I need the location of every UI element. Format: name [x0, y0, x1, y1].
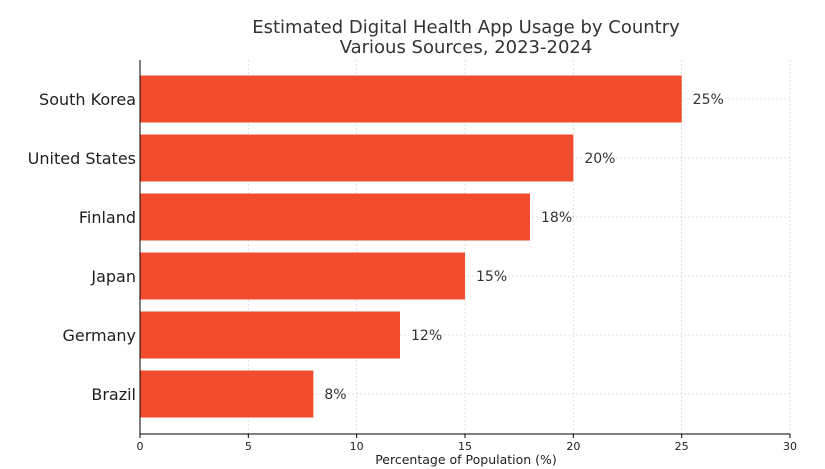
x-tick-label: 20	[566, 440, 580, 453]
category-label: South Korea	[39, 90, 136, 109]
chart-title: Estimated Digital Health App Usage by Co…	[252, 17, 680, 38]
category-label: Germany	[62, 326, 136, 345]
bar	[140, 75, 682, 123]
x-tick-label: 15	[458, 440, 472, 453]
bar	[140, 193, 530, 241]
x-ticks: 0 5 10 15 20 25 30	[137, 434, 797, 453]
category-label: United States	[28, 149, 136, 168]
data-label: 25%	[693, 92, 724, 108]
bar	[140, 370, 314, 418]
category-labels: South Korea United States Finland Japan Germ…	[28, 90, 136, 404]
x-tick-label: 5	[245, 440, 252, 453]
x-tick-label: 10	[350, 440, 364, 453]
data-label: 8%	[324, 387, 346, 403]
bars	[140, 75, 682, 418]
category-label: Brazil	[91, 385, 136, 404]
data-labels: 25% 20% 18% 15% 12% 8%	[324, 92, 723, 403]
chart-subtitle: Various Sources, 2023-2024	[340, 37, 593, 58]
x-tick-label: 25	[675, 440, 689, 453]
category-label: Finland	[79, 208, 136, 227]
data-label: 20%	[584, 151, 615, 167]
x-axis-label: Percentage of Population (%)	[375, 452, 557, 467]
x-tick-label: 30	[783, 440, 797, 453]
bar	[140, 252, 465, 300]
category-label: Japan	[90, 267, 136, 286]
data-label: 18%	[541, 210, 572, 226]
data-label: 12%	[411, 328, 442, 344]
bar	[140, 311, 400, 359]
data-label: 15%	[476, 269, 507, 285]
x-tick-label: 0	[137, 440, 144, 453]
bar	[140, 134, 574, 182]
